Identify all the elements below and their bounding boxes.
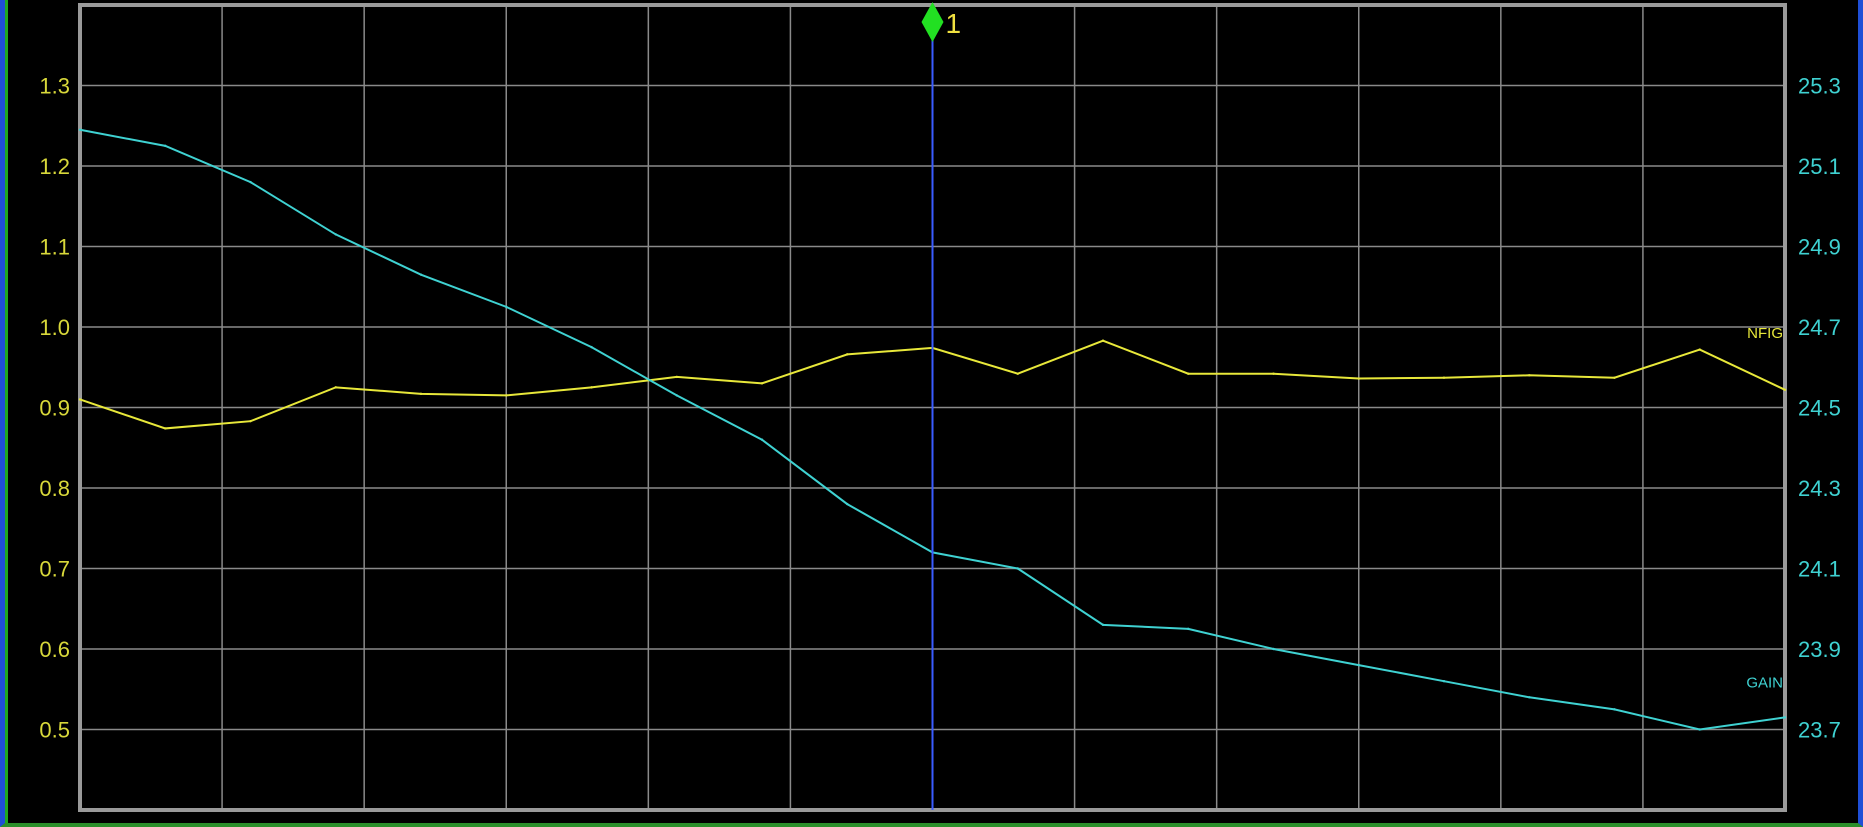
data-point-gain — [1698, 728, 1701, 731]
marker-layer[interactable]: 1 — [921, 2, 962, 810]
data-point-gain — [1783, 716, 1787, 719]
series-label-gain: GAIN — [1746, 674, 1783, 691]
data-point-gain — [1613, 708, 1616, 711]
data-point-nfig — [1528, 374, 1531, 377]
data-point-nfig — [1357, 377, 1360, 380]
left-tick-label: 0.6 — [39, 637, 70, 662]
data-point-gain — [1101, 623, 1105, 627]
data-point-gain — [1357, 663, 1360, 667]
data-point-nfig — [1442, 376, 1446, 379]
left-tick-label: 0.5 — [39, 718, 70, 743]
right-tick-label: 24.3 — [1798, 476, 1841, 501]
data-point-nfig — [1101, 339, 1105, 342]
data-point-gain — [505, 305, 508, 309]
data-point-gain — [675, 394, 678, 397]
left-axis: 0.5 0.6 0.7 0.8 0.9 1.0 1.1 1.2 1.3 — [39, 74, 70, 743]
data-point-nfig — [590, 386, 593, 389]
data-point-gain — [590, 345, 593, 349]
right-tick-label: 24.5 — [1798, 396, 1841, 421]
left-tick-label: 0.8 — [39, 476, 70, 501]
left-tick-label: 0.9 — [39, 396, 70, 421]
data-point-nfig — [1783, 388, 1787, 391]
data-point-nfig — [1698, 348, 1701, 351]
right-tick-label: 25.1 — [1798, 154, 1841, 179]
series-label-nfig: NFIG — [1747, 325, 1783, 342]
window-edge-accent — [5, 0, 8, 823]
data-point-nfig — [164, 427, 167, 430]
data-point-gain — [249, 180, 252, 184]
data-point-gain — [334, 233, 337, 236]
data-point-gain — [164, 144, 167, 148]
data-point-nfig — [675, 375, 678, 379]
data-point-gain — [1187, 627, 1190, 631]
data-point-nfig — [1016, 372, 1019, 375]
data-point-nfig — [1187, 372, 1190, 375]
data-point-nfig — [78, 398, 82, 401]
right-tick-label: 25.3 — [1798, 74, 1841, 99]
data-point-gain — [1442, 680, 1446, 683]
right-tick-label: 23.9 — [1798, 637, 1841, 662]
data-point-gain — [1016, 567, 1019, 570]
right-tick-label: 24.7 — [1798, 315, 1841, 340]
right-tick-label: 24.9 — [1798, 235, 1841, 260]
left-tick-label: 1.0 — [39, 315, 70, 340]
marker-diamond-icon[interactable] — [921, 2, 944, 42]
data-point-nfig — [334, 386, 337, 389]
data-point-nfig — [846, 353, 849, 356]
marker-label: 1 — [946, 8, 962, 39]
data-point-gain — [760, 438, 764, 441]
data-point-gain — [1528, 696, 1531, 699]
data-point-nfig — [1613, 376, 1616, 379]
right-tick-label: 24.1 — [1798, 557, 1841, 582]
data-point-gain — [1272, 647, 1275, 651]
right-axis: 23.7 23.9 24.1 24.3 24.5 24.7 24.9 25.1 25.3 — [1798, 74, 1841, 743]
data-point-nfig — [249, 419, 252, 423]
data-point-nfig — [419, 392, 423, 396]
data-point-nfig — [505, 394, 508, 397]
data-point-gain — [78, 128, 82, 131]
left-tick-label: 1.3 — [39, 74, 70, 99]
data-point-gain — [419, 273, 423, 276]
data-point-gain — [846, 502, 849, 506]
left-tick-label: 0.7 — [39, 557, 70, 582]
right-tick-label: 23.7 — [1798, 718, 1841, 743]
data-point-nfig — [1272, 372, 1275, 375]
left-tick-label: 1.1 — [39, 235, 70, 260]
left-tick-label: 1.2 — [39, 154, 70, 179]
data-point-nfig — [760, 382, 764, 385]
